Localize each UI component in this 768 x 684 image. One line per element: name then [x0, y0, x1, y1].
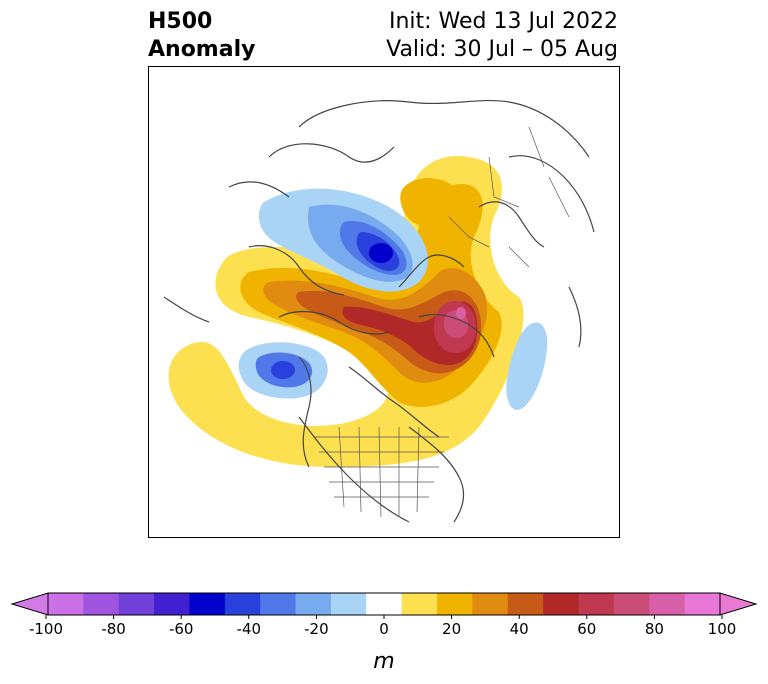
colorbar-tick-label: 80: [645, 620, 664, 638]
neg-anomaly-east-light: [506, 322, 548, 410]
valid-range: Valid: 30 Jul – 05 Aug: [386, 37, 618, 62]
init-date: Init: Wed 13 Jul 2022: [388, 9, 618, 34]
colorbar-extend-max: [719, 592, 758, 616]
pos-anomaly-north-lobe: [400, 177, 464, 229]
colorbar-unit: m: [373, 649, 394, 674]
colorbar-segment: [295, 593, 332, 615]
political-borders: [314, 126, 570, 518]
colorbar-tick-label: 0: [379, 620, 389, 638]
colorbar-segment: [260, 593, 297, 615]
pos-anomaly-max: [456, 307, 466, 319]
title-type: Anomaly: [148, 37, 256, 62]
colorbar-segment: [154, 593, 190, 615]
colorbar-segment: [48, 593, 84, 615]
colorbar-tick-label: -60: [169, 620, 194, 638]
colorbar-tick-label: -20: [304, 620, 329, 638]
colorbar-tick-label: -100: [29, 620, 63, 638]
anomaly-map: [148, 66, 620, 538]
colorbar-segment: [472, 593, 509, 615]
colorbar-extend-min: [10, 592, 49, 616]
colorbar-segment: [330, 593, 367, 615]
colorbar-segments: [10, 592, 758, 616]
colorbar-segment: [189, 593, 226, 615]
chart-title-right: Init: Wed 13 Jul 2022 Valid: 30 Jul – 05…: [386, 8, 618, 64]
colorbar-tick-label: 40: [510, 620, 529, 638]
colorbar-svg: -100 -80 -60 -40 -20 0 20 40 60 80 100 m: [10, 592, 758, 674]
colorbar-segment: [224, 593, 261, 615]
colorbar-segment: [437, 593, 473, 615]
colorbar-segment: [543, 593, 580, 615]
colorbar-tick-label: -40: [237, 620, 262, 638]
colorbar-tick-label: -80: [101, 620, 126, 638]
colorbar-segment: [507, 593, 544, 615]
neg-anomaly-north-core: [369, 243, 393, 263]
title-variable: H500: [148, 9, 213, 34]
colorbar-segment: [83, 593, 120, 615]
coastlines: [163, 99, 595, 523]
neg-anomaly-west-core: [271, 361, 295, 379]
map-svg: [163, 99, 595, 523]
colorbar: -100 -80 -60 -40 -20 0 20 40 60 80 100 m: [0, 580, 768, 680]
colorbar-ticks: -100 -80 -60 -40 -20 0 20 40 60 80 100: [29, 615, 736, 638]
colorbar-segment: [118, 593, 155, 615]
colorbar-tick-label: 20: [442, 620, 461, 638]
colorbar-segment: [613, 593, 650, 615]
colorbar-segment: [578, 593, 615, 615]
colorbar-segment: [366, 593, 403, 615]
colorbar-segment: [649, 593, 686, 615]
colorbar-segment: [401, 593, 438, 615]
colorbar-tick-label: 60: [577, 620, 596, 638]
colorbar-segment: [684, 593, 721, 615]
colorbar-tick-label: 100: [708, 620, 737, 638]
chart-title-left: H500 Anomaly: [148, 8, 255, 64]
